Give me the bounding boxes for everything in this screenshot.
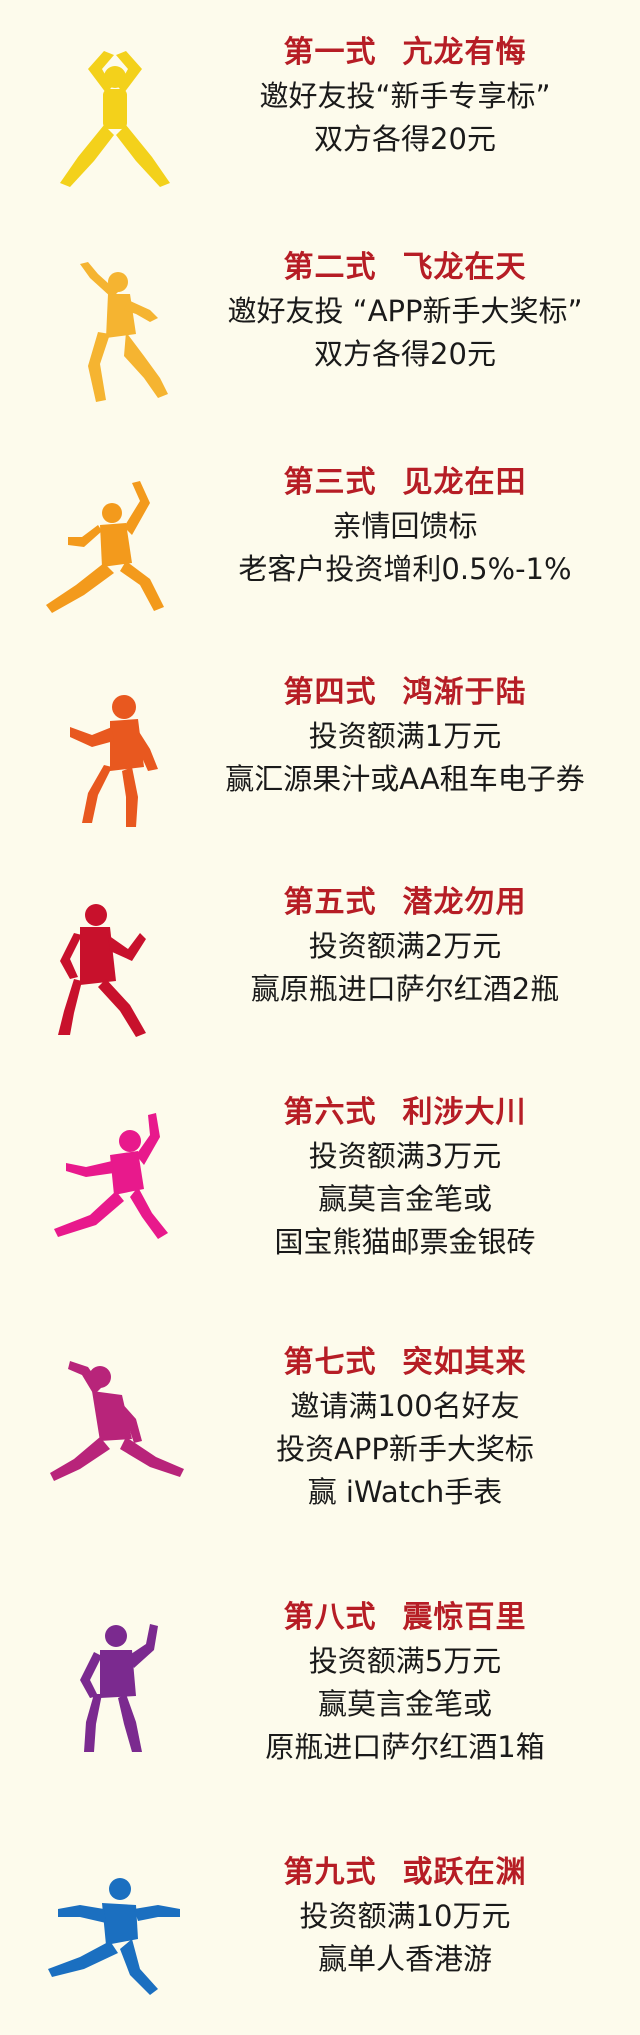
move-text: 第八式 震惊百里 投资额满5万元 赢莫言金笔或 原瓶进口萨尔红酒1箱: [195, 1596, 615, 1769]
move-text: 第二式 飞龙在天 邀好友投 “APP新手大奖标” 双方各得20元: [195, 246, 615, 376]
move-name: 飞龙在天: [402, 250, 527, 285]
move-desc-line: 邀好友投 “APP新手大奖标”: [227, 294, 583, 328]
move-name: 突如其来: [402, 1345, 527, 1380]
move-item-6: 第六式 利涉大川 投资额满3万元 赢莫言金笔或 国宝熊猫邮票金银砖: [0, 1085, 640, 1275]
move-desc-line: 赢单人香港游: [317, 1942, 492, 1976]
move-number: 第六式: [283, 1095, 377, 1130]
move-item-4: 第四式 鸿渐于陆 投资额满1万元 赢汇源果汁或AA租车电子券: [0, 665, 640, 855]
move-item-3: 第三式 见龙在田 亲情回馈标 老客户投资增利0.5%-1%: [0, 455, 640, 645]
crane-stance-figure-icon: [40, 260, 190, 410]
move-desc-line: 老客户投资增利0.5%-1%: [238, 552, 572, 586]
move-text: 第七式 突如其来 邀请满100名好友 投资APP新手大奖标 赢 iWatch手表: [195, 1341, 615, 1514]
move-desc-line: 邀好友投“新手专享标”: [259, 79, 551, 113]
move-desc-line: 邀请满100名好友: [290, 1389, 520, 1423]
move-desc-line: 投资额满5万元: [308, 1644, 502, 1678]
move-desc-line: 投资APP新手大奖标: [276, 1432, 534, 1466]
move-name: 鸿渐于陆: [402, 675, 527, 710]
move-title: 第七式 突如其来: [195, 1341, 615, 1385]
move-desc-line: 赢 iWatch手表: [307, 1475, 503, 1509]
kick-stance-figure-icon: [40, 1865, 190, 2015]
guard-stance-figure-icon: [40, 895, 190, 1045]
move-title: 第八式 震惊百里: [195, 1596, 615, 1640]
move-name: 利涉大川: [402, 1095, 527, 1130]
move-number: 第一式: [283, 35, 377, 70]
move-number: 第四式: [283, 675, 377, 710]
lunge-stance-figure-icon: [40, 1105, 190, 1255]
move-desc-line: 赢莫言金笔或: [317, 1687, 492, 1721]
move-number: 第三式: [283, 465, 377, 500]
move-desc-line: 赢莫言金笔或: [317, 1182, 492, 1216]
push-stance-figure-icon: [40, 685, 190, 835]
move-title: 第二式 飞龙在天: [195, 246, 615, 290]
move-text: 第四式 鸿渐于陆 投资额满1万元 赢汇源果汁或AA租车电子券: [195, 671, 615, 801]
move-item-7: 第七式 突如其来 邀请满100名好友 投资APP新手大奖标 赢 iWatch手表: [0, 1335, 640, 1525]
low-stance-figure-icon: [40, 475, 190, 625]
move-item-9: 第九式 或跃在渊 投资额满10万元 赢单人香港游: [0, 1845, 640, 2035]
move-desc-line: 双方各得20元: [314, 122, 496, 156]
move-name: 见龙在田: [402, 465, 527, 500]
move-name: 或跃在渊: [402, 1855, 527, 1890]
move-title: 第一式 亢龙有悔: [195, 31, 615, 75]
move-desc-line: 投资额满3万元: [308, 1139, 502, 1173]
move-name: 潜龙勿用: [402, 885, 527, 920]
move-desc-line: 亲情回馈标: [332, 509, 478, 543]
move-number: 第九式: [283, 1855, 377, 1890]
move-number: 第七式: [283, 1345, 377, 1380]
move-desc-line: 原瓶进口萨尔红酒1箱: [265, 1730, 545, 1764]
move-text: 第五式 潜龙勿用 投资额满2万元 赢原瓶进口萨尔红酒2瓶: [195, 881, 615, 1011]
ready-stance-figure-icon: [40, 1610, 190, 1760]
move-desc-line: 双方各得20元: [314, 337, 496, 371]
move-name: 震惊百里: [402, 1600, 527, 1635]
move-text: 第三式 见龙在田 亲情回馈标 老客户投资增利0.5%-1%: [195, 461, 615, 591]
move-number: 第五式: [283, 885, 377, 920]
move-number: 第二式: [283, 250, 377, 285]
bow-stance-figure-icon: [40, 1355, 190, 1505]
move-name: 亢龙有悔: [402, 35, 527, 70]
move-title: 第九式 或跃在渊: [195, 1851, 615, 1895]
move-title: 第五式 潜龙勿用: [195, 881, 615, 925]
move-desc-line: 赢原瓶进口萨尔红酒2瓶: [250, 972, 560, 1006]
arms-overhead-figure-icon: [40, 45, 190, 195]
move-item-2: 第二式 飞龙在天 邀好友投 “APP新手大奖标” 双方各得20元: [0, 240, 640, 430]
move-item-8: 第八式 震惊百里 投资额满5万元 赢莫言金笔或 原瓶进口萨尔红酒1箱: [0, 1590, 640, 1780]
move-desc-line: 赢汇源果汁或AA租车电子券: [225, 762, 585, 796]
move-item-1: 第一式 亢龙有悔 邀好友投“新手专享标” 双方各得20元: [0, 25, 640, 215]
move-title: 第六式 利涉大川: [195, 1091, 615, 1135]
move-item-5: 第五式 潜龙勿用 投资额满2万元 赢原瓶进口萨尔红酒2瓶: [0, 875, 640, 1065]
move-title: 第四式 鸿渐于陆: [195, 671, 615, 715]
move-title: 第三式 见龙在田: [195, 461, 615, 505]
move-text: 第六式 利涉大川 投资额满3万元 赢莫言金笔或 国宝熊猫邮票金银砖: [195, 1091, 615, 1264]
move-desc-line: 国宝熊猫邮票金银砖: [274, 1225, 536, 1259]
move-text: 第九式 或跃在渊 投资额满10万元 赢单人香港游: [195, 1851, 615, 1981]
move-text: 第一式 亢龙有悔 邀好友投“新手专享标” 双方各得20元: [195, 31, 615, 161]
move-desc-line: 投资额满2万元: [308, 929, 502, 963]
move-number: 第八式: [283, 1600, 377, 1635]
move-desc-line: 投资额满10万元: [299, 1899, 511, 1933]
move-desc-line: 投资额满1万元: [308, 719, 502, 753]
